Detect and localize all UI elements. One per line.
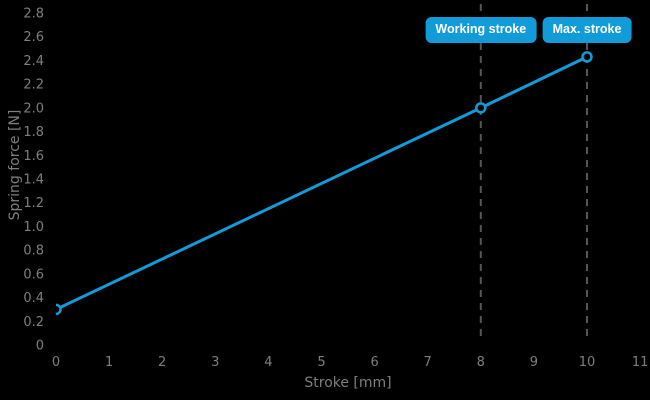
x-tick-label: 3 — [211, 355, 219, 370]
y-tick-label: 0.4 — [23, 291, 44, 306]
y-tick-label: 0.2 — [23, 315, 44, 330]
data-point-marker — [475, 102, 487, 114]
max-stroke-badge: Max. stroke — [542, 17, 632, 43]
x-tick-label: 1 — [105, 355, 113, 370]
x-tick-label: 5 — [317, 355, 325, 370]
y-tick-label: 1.2 — [23, 196, 44, 211]
y-tick-label: 0 — [36, 339, 44, 354]
y-tick-label: 2.4 — [23, 54, 44, 69]
data-point-marker — [581, 51, 593, 63]
series-line — [56, 55, 588, 311]
y-tick-label: 2.8 — [23, 7, 44, 22]
working-stroke-badge: Working stroke — [425, 17, 537, 43]
x-tick-label: 4 — [264, 355, 272, 370]
series-spring-force — [56, 51, 593, 316]
y-tick-label: 2.2 — [23, 78, 44, 93]
y-tick-label: 2.6 — [23, 30, 44, 45]
x-tick-label: 10 — [579, 355, 596, 370]
y-tick-label: 1.8 — [23, 125, 44, 140]
x-tick-label: 2 — [158, 355, 166, 370]
y-tick-label: 1.4 — [23, 173, 44, 188]
x-tick-label: 9 — [530, 355, 538, 370]
data-point-marker — [56, 303, 62, 316]
y-tick-label: 0.6 — [23, 267, 44, 282]
x-tick-label: 8 — [477, 355, 485, 370]
y-tick-label: 1.0 — [23, 220, 44, 235]
x-tick-label: 6 — [370, 355, 378, 370]
x-tick-label: 11 — [632, 355, 649, 370]
y-tick-label: 0.8 — [23, 244, 44, 259]
y-tick-label: 1.6 — [23, 149, 44, 164]
y-tick-label: 2.0 — [23, 101, 44, 116]
x-tick-label: 7 — [424, 355, 432, 370]
x-tick-label: 0 — [52, 355, 60, 370]
